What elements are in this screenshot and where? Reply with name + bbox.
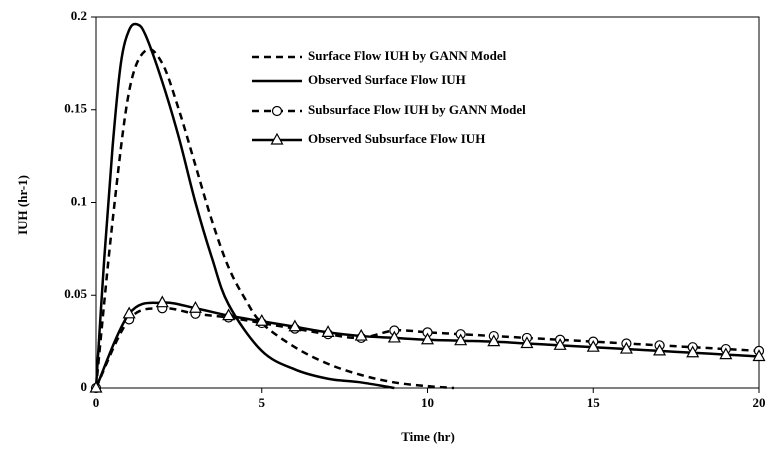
- data-point: [387, 330, 401, 343]
- y-tick-label: 0.2: [71, 8, 87, 23]
- legend-label: Subsurface Flow IUH by GANN Model: [308, 102, 526, 117]
- data-point: [420, 332, 435, 345]
- data-point: [122, 306, 136, 319]
- x-axis-label: Time (hr): [401, 429, 455, 444]
- legend-marker: [271, 105, 283, 117]
- data-point: [653, 343, 667, 356]
- data-point: [155, 295, 169, 308]
- data-point: [520, 336, 534, 349]
- y-tick-label: 0.05: [64, 286, 87, 301]
- x-tick-label: 15: [587, 395, 601, 410]
- data-point: [686, 345, 700, 358]
- x-tick-label: 10: [421, 395, 434, 410]
- legend-label: Surface Flow IUH by GANN Model: [308, 48, 507, 63]
- data-point: [719, 347, 733, 360]
- data-point: [89, 380, 103, 393]
- data-point: [553, 338, 567, 350]
- y-tick-label: 0.15: [64, 101, 87, 116]
- data-point: [454, 333, 468, 346]
- data-point: [586, 339, 600, 352]
- series-line: [94, 22, 395, 390]
- data-point: [288, 319, 302, 332]
- series-line: [94, 306, 760, 389]
- y-axis-label: IUH (hr-1): [15, 175, 30, 235]
- legend-label: Observed Subsurface Flow IUH: [308, 131, 485, 146]
- y-tick-label: 0: [81, 379, 88, 394]
- data-point: [619, 341, 633, 354]
- legend-marker: [270, 132, 284, 145]
- data-point: [487, 334, 501, 347]
- data-point: [188, 300, 202, 313]
- data-point: [321, 325, 335, 337]
- x-tick-label: 20: [753, 395, 766, 410]
- data-point: [354, 328, 368, 341]
- data-point: [255, 313, 269, 326]
- data-point: [752, 349, 766, 362]
- data-point: [222, 308, 236, 321]
- x-tick-label: 5: [259, 395, 266, 410]
- legend-label: Observed Surface Flow IUH: [308, 72, 466, 87]
- y-tick-label: 0.1: [71, 193, 87, 208]
- x-tick-label: 0: [93, 395, 100, 410]
